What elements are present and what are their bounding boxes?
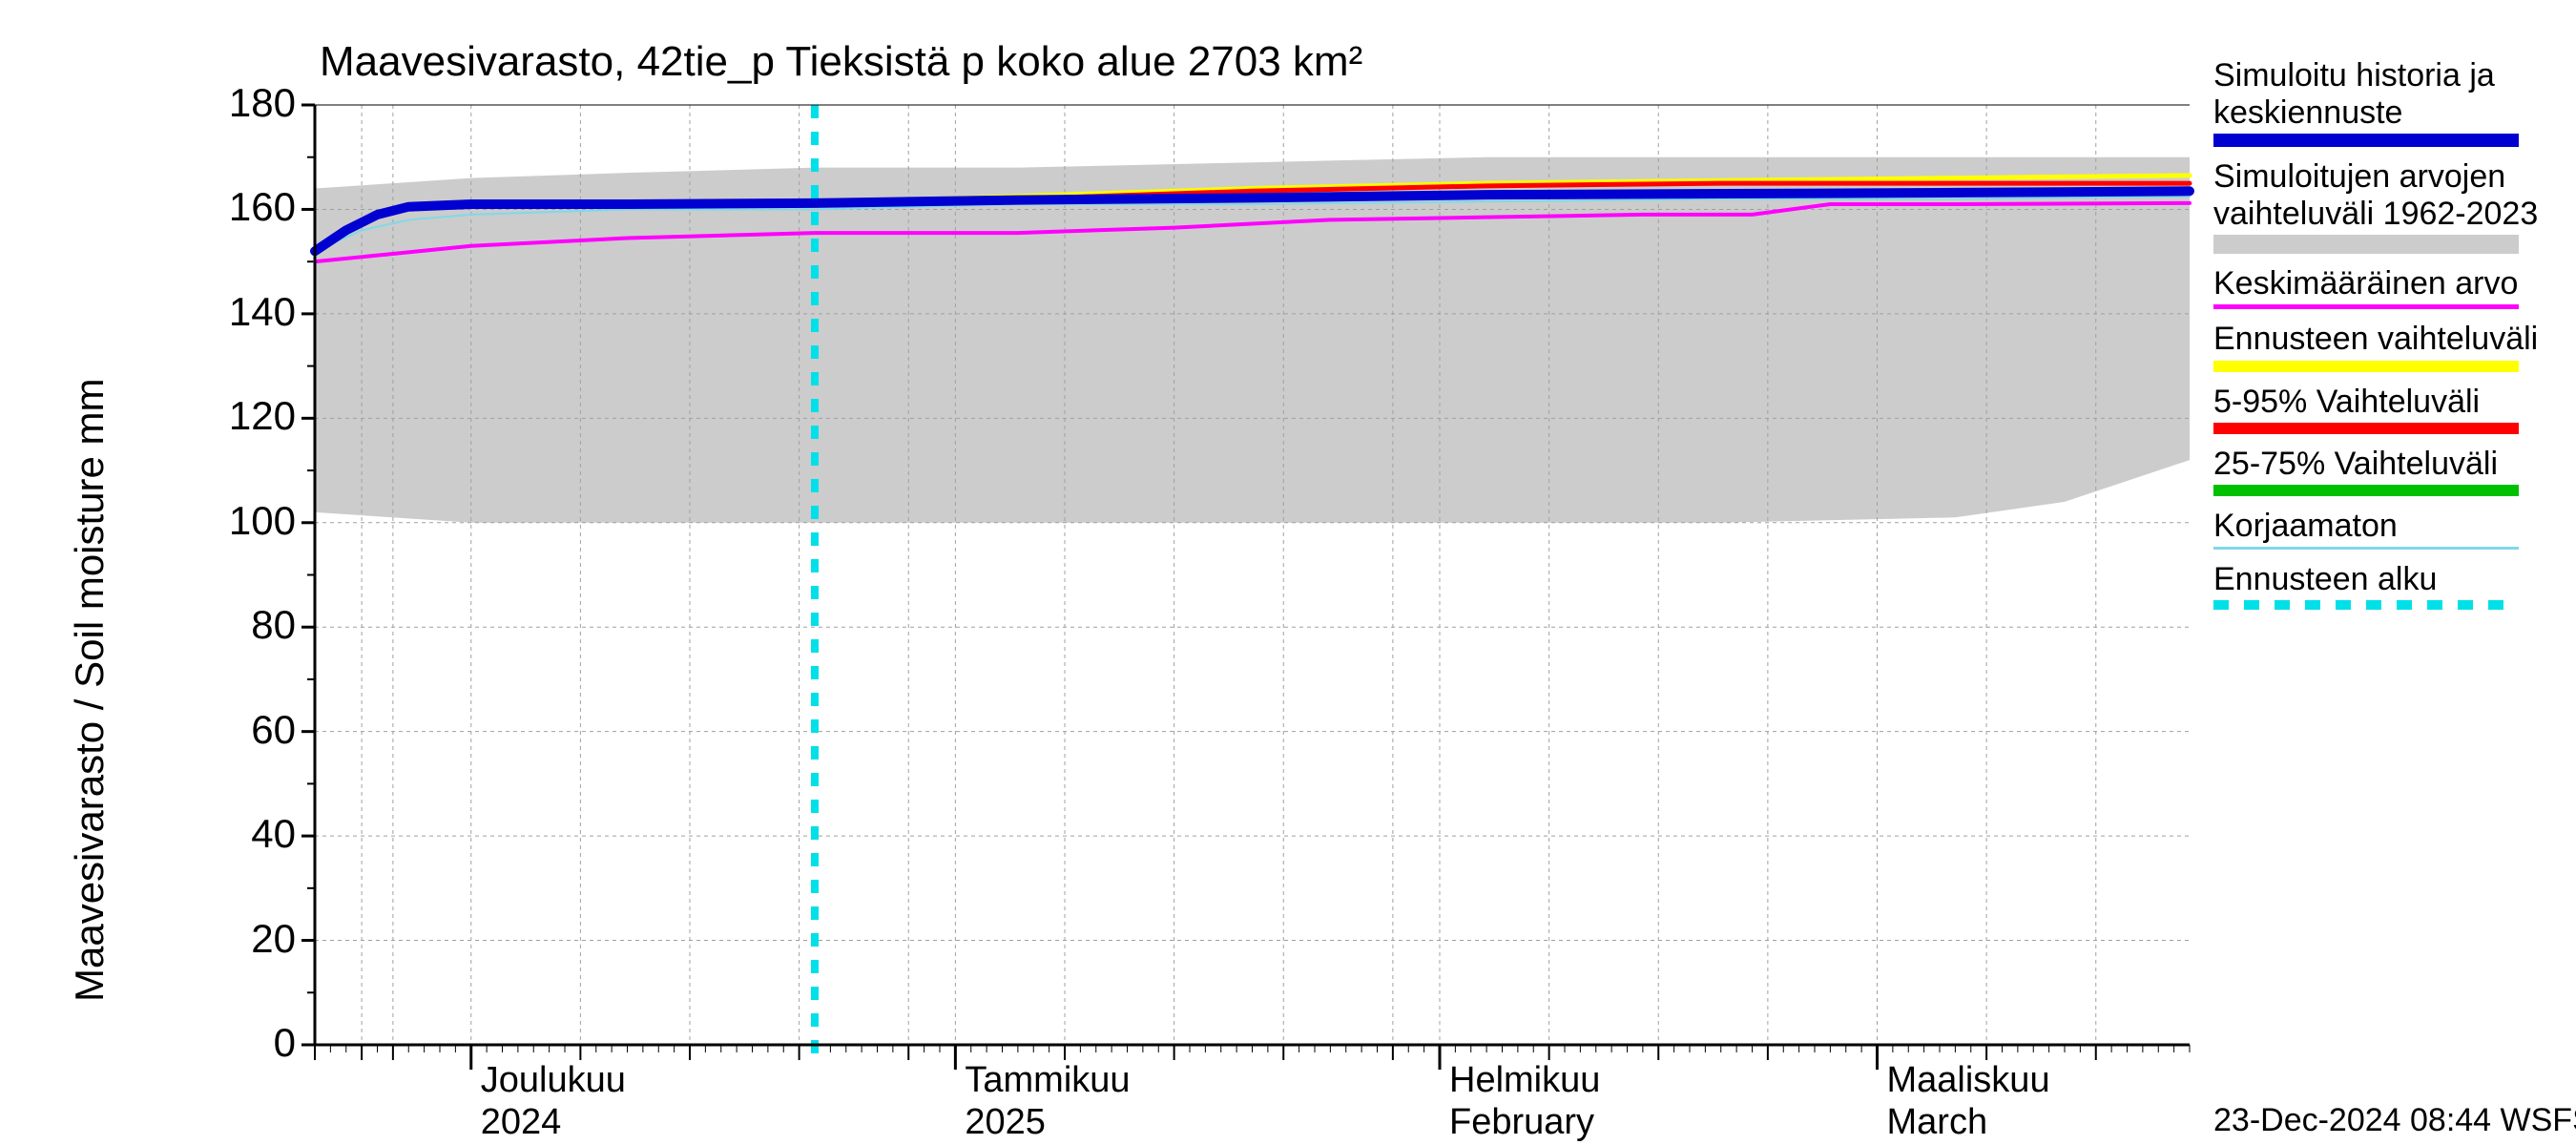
legend-swatch — [2213, 547, 2519, 550]
legend-swatch — [2213, 361, 2519, 372]
historical-band — [315, 157, 2190, 523]
x-tick-label-bottom: March — [1887, 1102, 1988, 1143]
legend-swatch — [2213, 235, 2519, 254]
legend-swatch — [2213, 600, 2519, 610]
chart-title: Maavesivarasto, 42tie_p Tieksistä p koko… — [320, 38, 1362, 86]
y-tick-label: 140 — [210, 289, 296, 335]
x-tick-label-top: Tammikuu — [965, 1060, 1130, 1101]
x-tick-label-bottom: February — [1449, 1102, 1594, 1143]
y-tick-label: 80 — [210, 602, 296, 648]
y-tick-label: 20 — [210, 916, 296, 962]
x-tick-label-bottom: 2024 — [481, 1102, 562, 1143]
legend-swatch — [2213, 485, 2519, 496]
legend-label: Simuloitu historia ja keskiennuste — [2213, 57, 2557, 132]
legend-swatch — [2213, 423, 2519, 434]
legend-label: Keskimääräinen arvo — [2213, 265, 2557, 302]
y-tick-label: 160 — [210, 184, 296, 230]
legend-label: 25-75% Vaihteluväli — [2213, 446, 2557, 483]
plot-area — [296, 86, 2209, 1064]
footer-timestamp: 23-Dec-2024 08:44 WSFS-O — [2213, 1102, 2576, 1139]
x-tick-label-top: Helmikuu — [1449, 1060, 1600, 1101]
y-tick-label: 40 — [210, 811, 296, 857]
y-tick-label: 60 — [210, 707, 296, 753]
x-tick-label-bottom: 2025 — [965, 1102, 1046, 1143]
legend-swatch — [2213, 304, 2519, 309]
legend-swatch — [2213, 134, 2519, 147]
y-tick-label: 120 — [210, 393, 296, 439]
y-axis-label: Maavesivarasto / Soil moisture mm — [67, 378, 113, 1002]
y-tick-label: 0 — [210, 1020, 296, 1066]
x-tick-label-top: Joulukuu — [481, 1060, 626, 1101]
y-tick-label: 100 — [210, 498, 296, 544]
legend-label: Ennusteen vaihteluväli — [2213, 321, 2557, 358]
x-tick-label-top: Maaliskuu — [1887, 1060, 2050, 1101]
legend-label: 5-95% Vaihteluväli — [2213, 384, 2557, 421]
legend-label: Korjaamaton — [2213, 508, 2557, 545]
legend-label: Simuloitujen arvojen vaihteluväli 1962-2… — [2213, 158, 2557, 233]
chart-container: Maavesivarasto, 42tie_p Tieksistä p koko… — [0, 0, 2576, 1145]
y-tick-label: 180 — [210, 80, 296, 126]
legend-label: Ennusteen alku — [2213, 561, 2557, 598]
legend: Simuloitu historia ja keskiennuste Simulo… — [2213, 57, 2557, 621]
